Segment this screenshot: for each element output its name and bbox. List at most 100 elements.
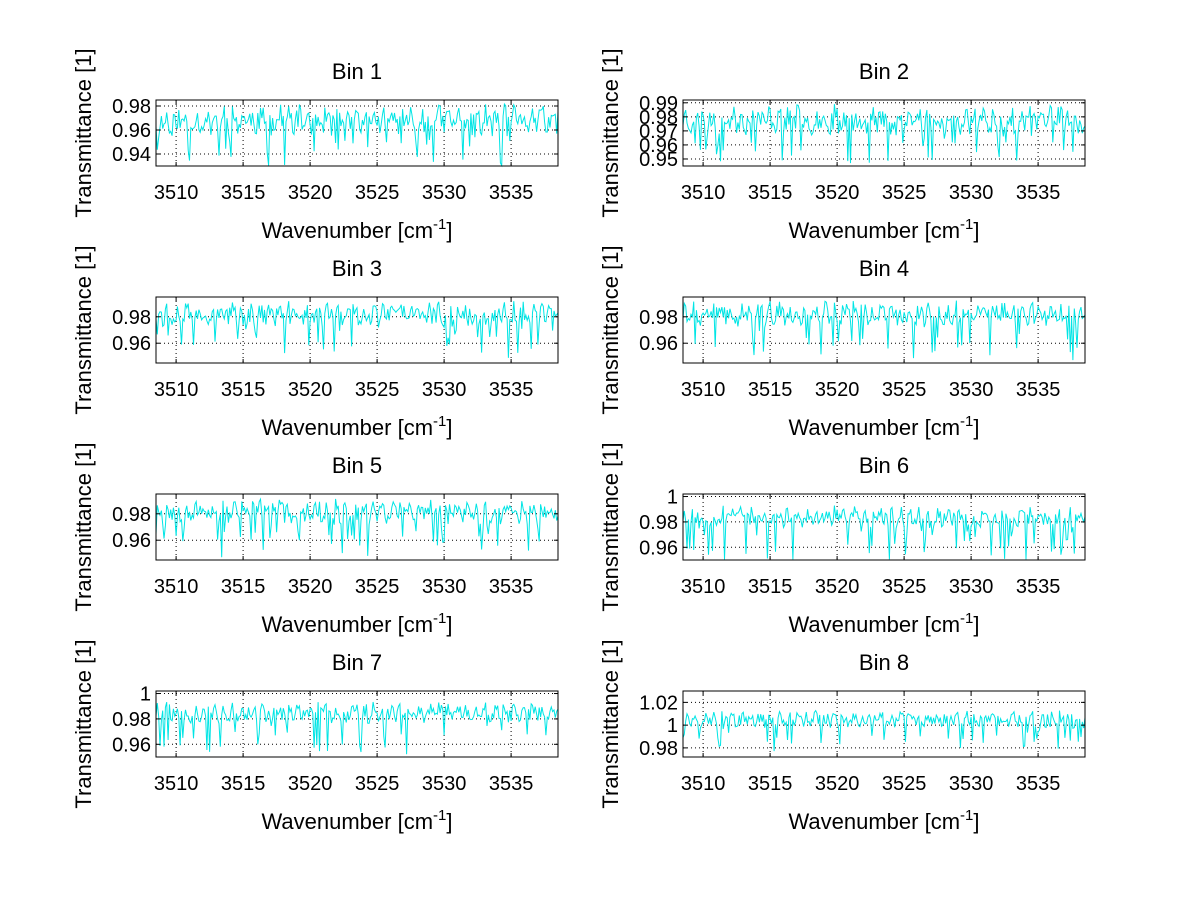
y-tick-label: 1	[667, 487, 678, 509]
axes-box	[682, 493, 1086, 561]
x-tick-label: 3535	[1016, 182, 1061, 204]
y-tick-label: 0.96	[112, 530, 151, 552]
y-axis-label: Transmittance [1]	[71, 442, 96, 611]
x-tick-label: 3525	[355, 182, 400, 204]
x-tick-label: 3535	[489, 379, 534, 401]
subplot-3: 3510 3515 3520 3525 3530 3535 0.96 0.98 Bin 3 Wav…	[71, 245, 559, 440]
x-axis-label: Wavenumber [cm-1]	[788, 413, 979, 440]
subplot-1: 3510 3515 3520 3525 3530 3535 0.940.960.98 Bin …	[71, 48, 559, 243]
x-tick-label: 3520	[288, 182, 333, 204]
y-tick-label: 0.98	[639, 307, 678, 329]
x-tick-label: 3515	[221, 182, 266, 204]
x-tick-label: 3515	[748, 379, 793, 401]
y-tick-label: 0.96	[639, 333, 678, 355]
spectrum-line	[155, 301, 559, 358]
x-tick-label: 3520	[815, 182, 860, 204]
subplot-4: 3510 3515 3520 3525 3530 3535 0.96 0.98 Bin 4 Wav…	[598, 245, 1086, 440]
x-axis-label: Wavenumber [cm-1]	[788, 216, 979, 243]
spectrum-line	[682, 504, 1086, 560]
y-tick-label: 0.98	[112, 96, 151, 118]
y-tick-label: 0.98	[112, 709, 151, 731]
x-tick-label: 3515	[748, 773, 793, 795]
x-tick-label: 3530	[422, 379, 467, 401]
x-tick-label: 3515	[748, 182, 793, 204]
spectrum-line	[682, 300, 1086, 361]
axes-box	[155, 690, 559, 758]
axes-box	[155, 99, 559, 167]
y-tick-label: 0.94	[112, 144, 151, 166]
x-axis-label: Wavenumber [cm-1]	[261, 610, 452, 637]
x-tick-label: 3515	[748, 576, 793, 598]
x-tick-label: 3520	[815, 379, 860, 401]
x-tick-label: 3535	[489, 773, 534, 795]
x-tick-label: 3510	[681, 182, 726, 204]
subplot-title: Bin 5	[332, 453, 382, 478]
x-tick-label: 3510	[154, 773, 199, 795]
x-tick-label: 3530	[949, 379, 994, 401]
subplot-title: Bin 3	[332, 256, 382, 281]
y-tick-label: 0.96	[639, 537, 678, 559]
x-tick-label: 3515	[221, 773, 266, 795]
subplot-title: Bin 2	[859, 59, 909, 84]
x-tick-label: 3530	[949, 773, 994, 795]
subplot-title: Bin 6	[859, 453, 909, 478]
x-tick-label: 3530	[949, 576, 994, 598]
subplot-2: 3510 3515 3520 3525 3530 3535 0.950.960.970.98…	[598, 48, 1086, 243]
y-tick-label: 0.97	[639, 121, 678, 143]
x-axis-label: Wavenumber [cm-1]	[261, 216, 452, 243]
x-tick-label: 3530	[422, 576, 467, 598]
spectrum-line	[155, 102, 559, 168]
x-tick-label: 3515	[221, 379, 266, 401]
x-tick-label: 3520	[288, 576, 333, 598]
x-tick-label: 3535	[1016, 379, 1061, 401]
y-axis-label: Transmittance [1]	[598, 48, 623, 217]
x-tick-label: 3530	[949, 182, 994, 204]
axes-box	[155, 493, 559, 561]
x-tick-label: 3535	[1016, 576, 1061, 598]
y-axis-label: Transmittance [1]	[598, 442, 623, 611]
y-axis-label: Transmittance [1]	[71, 639, 96, 808]
x-tick-label: 3525	[355, 379, 400, 401]
spectrum-line	[155, 497, 559, 558]
x-tick-label: 3530	[422, 182, 467, 204]
x-tick-label: 3525	[355, 773, 400, 795]
y-axis-label: Transmittance [1]	[598, 245, 623, 414]
y-tick-label: 0.95	[639, 149, 678, 171]
x-tick-label: 3520	[288, 773, 333, 795]
x-tick-label: 3520	[815, 773, 860, 795]
y-tick-label: 0.98	[112, 504, 151, 526]
y-axis-label: Transmittance [1]	[598, 639, 623, 808]
x-tick-label: 3525	[355, 576, 400, 598]
y-tick-label: 0.96	[639, 135, 678, 157]
x-tick-label: 3510	[154, 182, 199, 204]
y-tick-label: 1.02	[639, 692, 678, 714]
x-axis-label: Wavenumber [cm-1]	[788, 610, 979, 637]
x-tick-label: 3525	[882, 182, 927, 204]
y-tick-label: 0.96	[112, 734, 151, 756]
subplot-title: Bin 8	[859, 650, 909, 675]
x-tick-label: 3510	[681, 379, 726, 401]
y-tick-label: 0.99	[639, 93, 678, 115]
y-tick-label: 0.96	[112, 120, 151, 142]
x-tick-label: 3535	[1016, 773, 1061, 795]
x-tick-label: 3530	[422, 773, 467, 795]
x-tick-label: 3535	[489, 182, 534, 204]
x-tick-label: 3525	[882, 773, 927, 795]
x-axis-label: Wavenumber [cm-1]	[788, 807, 979, 834]
y-tick-label: 0.96	[112, 333, 151, 355]
x-axis-label: Wavenumber [cm-1]	[261, 413, 452, 440]
axes-box	[682, 99, 1086, 167]
y-tick-label: 0.98	[639, 512, 678, 534]
y-tick-label: 0.98	[639, 738, 678, 760]
spectrum-line	[682, 709, 1086, 752]
subplot-6: 3510 3515 3520 3525 3530 3535 0.96 0.98 1 Bin 6 Wa…	[598, 442, 1086, 637]
axes-box	[682, 690, 1086, 758]
y-tick-label: 1	[140, 684, 151, 706]
x-tick-label: 3510	[154, 379, 199, 401]
spectrum-line	[155, 701, 559, 755]
y-axis-label: Transmittance [1]	[71, 48, 96, 217]
axes-box	[682, 296, 1086, 364]
x-tick-label: 3525	[882, 379, 927, 401]
